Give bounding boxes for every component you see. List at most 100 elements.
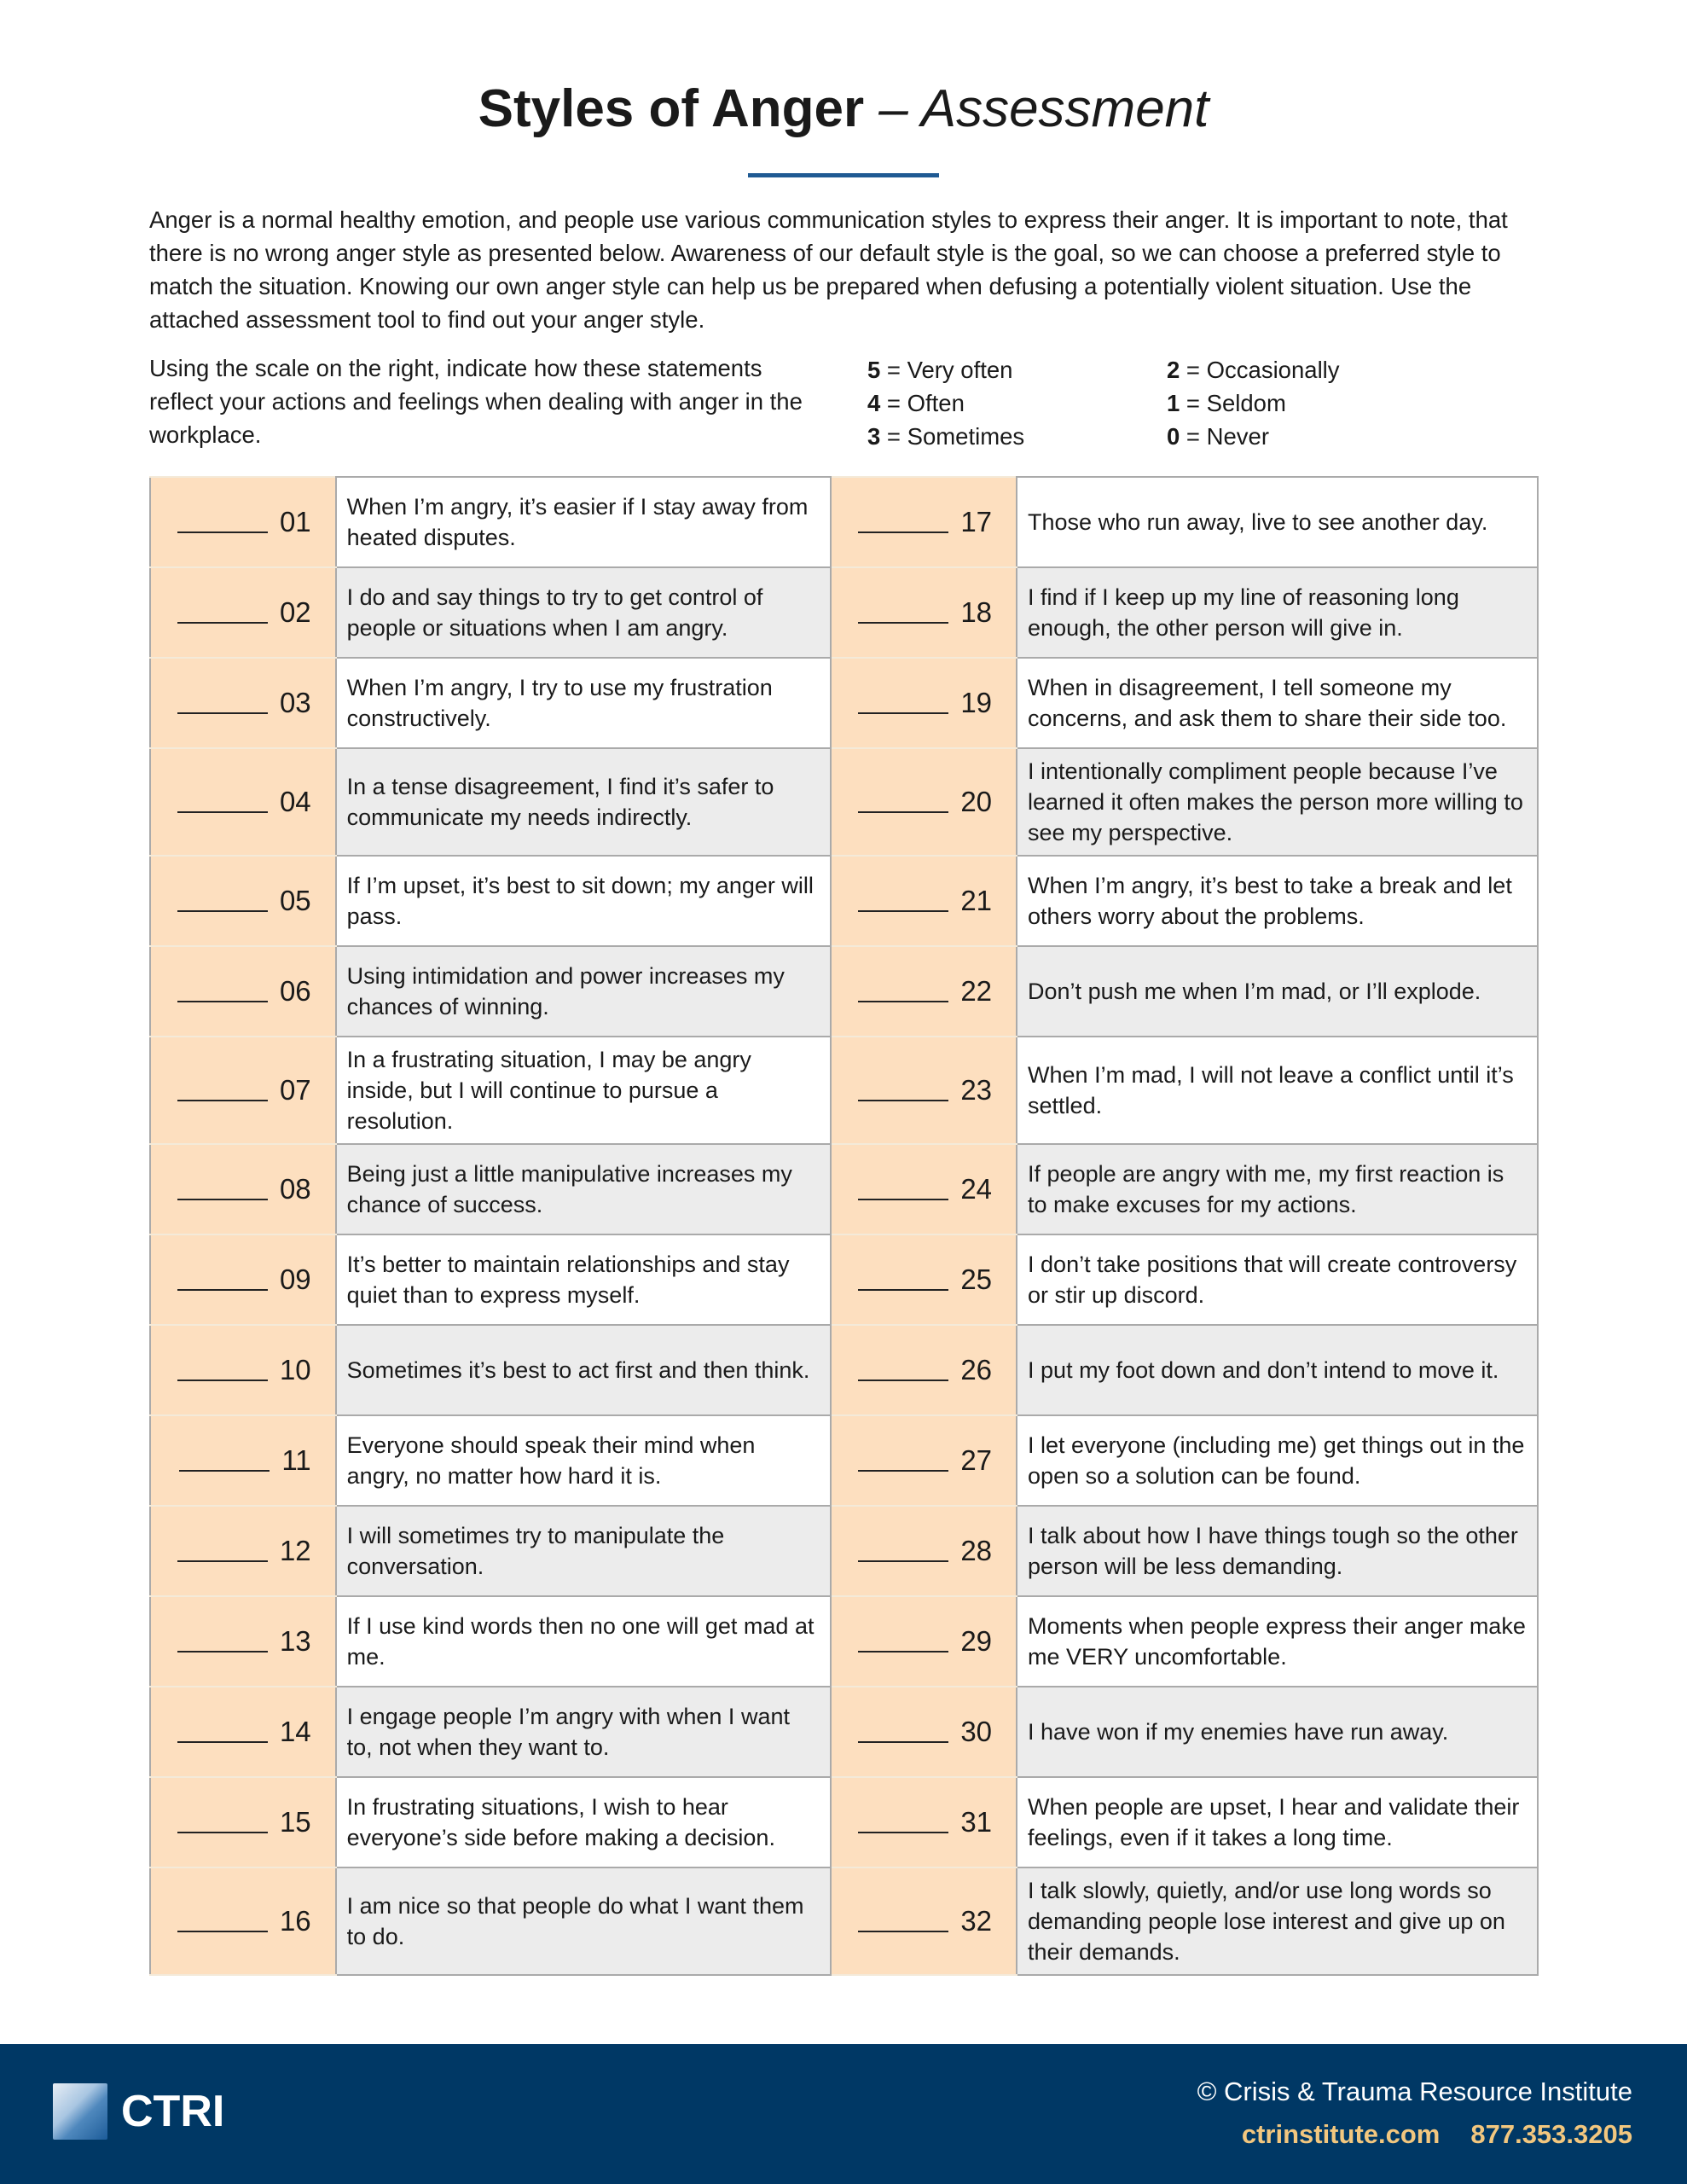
item-number: 14 [279,1716,311,1747]
answer-cell[interactable]: 32 [830,1867,1018,1976]
answer-cell[interactable]: 01 [149,476,337,568]
answer-blank[interactable] [858,712,949,714]
item-number: 05 [279,885,311,916]
answer-blank[interactable] [177,1199,268,1200]
statement: In a tense disagreement, I find it’s saf… [334,747,832,857]
answer-cell[interactable]: 17 [830,476,1018,568]
item-number: 18 [960,596,993,628]
answer-cell[interactable]: 15 [149,1776,337,1868]
item-number: 07 [279,1074,311,1106]
table-row: 05 If I’m upset, it’s best to sit down; m… [149,855,1539,947]
answer-cell[interactable]: 22 [830,945,1018,1037]
answer-blank[interactable] [858,1100,949,1101]
statement: I find if I keep up my line of reasoning… [1016,566,1539,659]
answer-cell[interactable]: 16 [149,1867,337,1976]
answer-cell[interactable]: 29 [830,1595,1018,1687]
answer-cell[interactable]: 09 [149,1234,337,1326]
answer-blank[interactable] [858,1289,949,1291]
statement: I let everyone (including me) get things… [1016,1414,1539,1507]
answer-blank[interactable] [858,1741,949,1743]
answer-cell[interactable]: 25 [830,1234,1018,1326]
answer-blank[interactable] [177,1560,268,1562]
answer-blank[interactable] [177,1832,268,1833]
statement: If I use kind words then no one will get… [334,1595,832,1687]
answer-blank[interactable] [177,1001,268,1002]
table-row: 15 In frustrating situations, I wish to h… [149,1776,1539,1868]
answer-blank[interactable] [177,622,268,624]
answer-cell[interactable]: 31 [830,1776,1018,1868]
answer-blank[interactable] [179,1470,270,1472]
item-number: 25 [960,1263,993,1295]
item-number: 32 [960,1905,993,1937]
answer-blank[interactable] [177,811,268,813]
answer-cell[interactable]: 04 [149,747,337,857]
statement: I do and say things to try to get contro… [334,566,832,659]
answer-cell[interactable]: 30 [830,1686,1018,1778]
answer-cell[interactable]: 27 [830,1414,1018,1507]
answer-cell[interactable]: 18 [830,566,1018,659]
answer-cell[interactable]: 20 [830,747,1018,857]
footer: CTRI © Crisis & Trauma Resource Institut… [0,2044,1687,2184]
statement: When I’m angry, I try to use my frustrat… [334,657,832,749]
answer-cell[interactable]: 23 [830,1036,1018,1145]
answer-cell[interactable]: 12 [149,1505,337,1597]
answer-blank[interactable] [858,811,949,813]
item-number: 17 [960,506,993,537]
answer-blank[interactable] [177,910,268,912]
table-row: 06 Using intimidation and power increases… [149,945,1539,1037]
table-row: 13 If I use kind words then no one will g… [149,1595,1539,1687]
answer-cell[interactable]: 03 [149,657,337,749]
answer-blank[interactable] [177,1651,268,1653]
answer-cell[interactable]: 08 [149,1143,337,1235]
answer-blank[interactable] [858,1470,949,1472]
answer-blank[interactable] [177,1380,268,1381]
statement: When I’m angry, it’s best to take a brea… [1016,855,1539,947]
answer-blank[interactable] [858,1199,949,1200]
statement: When I’m mad, I will not leave a conflic… [1016,1036,1539,1145]
answer-cell[interactable]: 10 [149,1324,337,1416]
item-number: 15 [279,1806,311,1838]
answer-blank[interactable] [858,1832,949,1833]
answer-cell[interactable]: 13 [149,1595,337,1687]
answer-blank[interactable] [858,531,949,533]
answer-cell[interactable]: 26 [830,1324,1018,1416]
instructions: Using the scale on the right, indicate h… [149,355,803,448]
answer-blank[interactable] [858,1931,949,1932]
answer-blank[interactable] [177,1741,268,1743]
table-row: 16 I am nice so that people do what I wan… [149,1867,1539,1976]
statement: I am nice so that people do what I want … [334,1867,832,1976]
website-link[interactable]: ctrinstitute.com [1241,2119,1441,2149]
item-number: 11 [281,1444,311,1476]
answer-cell[interactable]: 05 [149,855,337,947]
item-number: 06 [279,975,311,1007]
item-number: 19 [960,687,993,718]
answer-blank[interactable] [177,1100,268,1101]
answer-cell[interactable]: 02 [149,566,337,659]
item-number: 21 [960,885,993,916]
answer-cell[interactable]: 24 [830,1143,1018,1235]
table-row: 11 Everyone should speak their mind when … [149,1414,1539,1507]
answer-cell[interactable]: 21 [830,855,1018,947]
answer-blank[interactable] [858,1560,949,1562]
answer-blank[interactable] [177,1931,268,1932]
answer-blank[interactable] [177,531,268,533]
answer-blank[interactable] [858,622,949,624]
answer-cell[interactable]: 07 [149,1036,337,1145]
answer-blank[interactable] [858,910,949,912]
answer-cell[interactable]: 06 [149,945,337,1037]
answer-blank[interactable] [858,1380,949,1381]
statement: I engage people I’m angry with when I wa… [334,1686,832,1778]
item-number: 04 [279,786,311,817]
logo-text: CTRI [121,2087,225,2136]
answer-blank[interactable] [858,1001,949,1002]
answer-blank[interactable] [177,1289,268,1291]
answer-blank[interactable] [177,712,268,714]
table-row: 02 I do and say things to try to get cont… [149,566,1539,659]
answer-blank[interactable] [858,1651,949,1653]
answer-cell[interactable]: 28 [830,1505,1018,1597]
answer-cell[interactable]: 19 [830,657,1018,749]
item-number: 26 [960,1354,993,1385]
answer-cell[interactable]: 14 [149,1686,337,1778]
statement: In a frustrating situation, I may be ang… [334,1036,832,1145]
answer-cell[interactable]: 11 [149,1414,337,1507]
